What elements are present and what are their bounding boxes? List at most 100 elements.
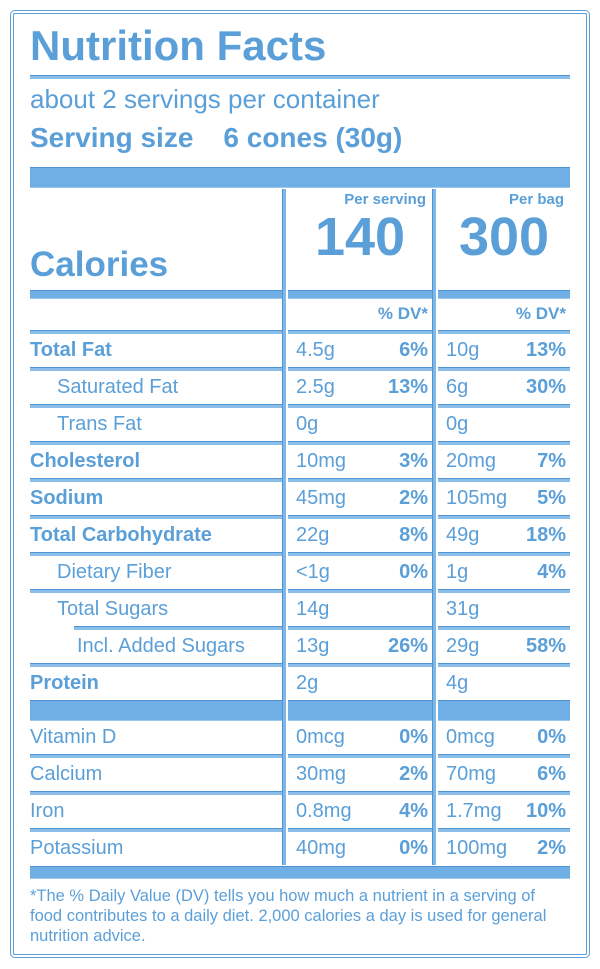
- per-bag-cell: 29g 58%: [438, 635, 570, 658]
- per-bag-cell: 70mg 6%: [438, 763, 570, 786]
- divider-segment: [288, 753, 432, 758]
- nutrient-name: Total Sugars: [57, 598, 169, 621]
- divider-segment: [30, 477, 282, 482]
- row-divider: [30, 440, 570, 445]
- per-serving-cell: 0g: [288, 413, 432, 436]
- bar-segment: [30, 699, 282, 721]
- divider-segment: [288, 551, 432, 556]
- divider-segment: [30, 440, 282, 445]
- divider-segment: [30, 403, 282, 408]
- divider-segment: [288, 366, 432, 371]
- amount: 30mg: [296, 762, 347, 785]
- daily-value: 26%: [387, 634, 428, 657]
- per-bag-cell: 20mg 7%: [438, 450, 570, 473]
- per-bag-cell: 4g: [438, 672, 570, 695]
- daily-value: 30%: [525, 375, 566, 398]
- divider-segment: [288, 827, 432, 832]
- label-title: Nutrition Facts: [30, 22, 327, 69]
- nutrient-name: Protein: [30, 672, 99, 695]
- per-bag-cell: 31g: [438, 598, 570, 621]
- mineral-row: Iron 0.8mg 4% 1.7mg 10%: [30, 795, 570, 828]
- per-serving-cell: 13g 26%: [288, 635, 432, 658]
- nutrient-row: Saturated Fat 2.5g 13% 6g 30%: [30, 371, 570, 404]
- nutrient-name: Vitamin D: [30, 726, 117, 749]
- divider-segment: [438, 753, 570, 758]
- per-bag-cell: 1g 4%: [438, 561, 570, 584]
- per-serving-cell: 2.5g 13%: [288, 376, 432, 399]
- nutrient-name: Total Carbohydrate: [30, 524, 212, 547]
- divider-segment: [288, 790, 432, 795]
- divider-segment: [438, 514, 570, 519]
- row-divider: [30, 514, 570, 519]
- calories-label-cell: Calories: [30, 189, 282, 290]
- row-divider: [30, 403, 570, 408]
- per-serving-cell: 4.5g 6%: [288, 339, 432, 362]
- divider-segment: [438, 790, 570, 795]
- divider-segment: [438, 625, 570, 630]
- per-bag-cell: 105mg 5%: [438, 487, 570, 510]
- divider-segment: [30, 514, 282, 519]
- daily-value: 7%: [537, 449, 566, 472]
- row-divider: [30, 625, 570, 630]
- divider-segment: [438, 440, 570, 445]
- daily-value: 10%: [525, 799, 566, 822]
- per-bag-calories-cell: Per bag 300: [438, 189, 570, 290]
- per-serving-header: Per serving: [344, 190, 426, 208]
- nutrition-facts-label: Nutrition Facts about 2 servings per con…: [10, 10, 590, 958]
- bar-segment: [30, 289, 282, 299]
- per-serving-cell: 14g: [288, 598, 432, 621]
- divider-segment: [288, 514, 432, 519]
- daily-value: 0%: [399, 725, 428, 748]
- amount: 45mg: [296, 486, 347, 509]
- row-divider: [30, 827, 570, 832]
- daily-value: 3%: [399, 449, 428, 472]
- top-thick-bar: [30, 166, 570, 188]
- amount: 4g: [446, 671, 469, 694]
- divider-segment: [288, 662, 432, 667]
- per-serving-cell: 22g 8%: [288, 524, 432, 547]
- daily-value: 0%: [399, 560, 428, 583]
- divider-segment: [288, 625, 432, 630]
- daily-value: 58%: [525, 634, 566, 657]
- daily-value: 4%: [399, 799, 428, 822]
- divider-segment: [74, 625, 282, 630]
- divider-segment: [438, 366, 570, 371]
- amount: 2.5g: [296, 375, 335, 398]
- amount: 1g: [446, 560, 469, 583]
- per-bag-cell: 10g 13%: [438, 339, 570, 362]
- daily-value: 6%: [537, 762, 566, 785]
- nutrition-table: Calories Per serving 140 Per bag 300: [30, 188, 570, 865]
- amount: 2g: [296, 671, 319, 694]
- per-bag-cell: 0g: [438, 413, 570, 436]
- daily-value: 13%: [387, 375, 428, 398]
- daily-value: 2%: [399, 486, 428, 509]
- amount: 100mg: [446, 836, 508, 859]
- divider-segment: [438, 551, 570, 556]
- per-serving-cell: 10mg 3%: [288, 450, 432, 473]
- nutrient-row: Sodium 45mg 2% 105mg 5%: [30, 482, 570, 515]
- divider-segment: [288, 588, 432, 593]
- per-serving-cell: 0.8mg 4%: [288, 800, 432, 823]
- divider-segment: [438, 477, 570, 482]
- row-divider: [30, 551, 570, 556]
- per-serving-cell: 45mg 2%: [288, 487, 432, 510]
- per-bag-cell: 0mcg 0%: [438, 726, 570, 749]
- per-bag-cell: 49g 18%: [438, 524, 570, 547]
- per-serving-cell: <1g 0%: [288, 561, 432, 584]
- amount: 10g: [446, 338, 480, 361]
- amount: 29g: [446, 634, 480, 657]
- nutrient-name: Total Fat: [30, 339, 112, 362]
- daily-value: 4%: [537, 560, 566, 583]
- serving-size-row: Serving size 6 cones (30g): [30, 121, 570, 155]
- divider-segment: [30, 753, 282, 758]
- divider-segment: [30, 329, 282, 334]
- divider-segment: [288, 477, 432, 482]
- per-bag-cell: 100mg 2%: [438, 837, 570, 860]
- daily-value: 8%: [399, 523, 428, 546]
- nutrient-row: Cholesterol 10mg 3% 20mg 7%: [30, 445, 570, 478]
- amount: 22g: [296, 523, 330, 546]
- nutrient-name: Saturated Fat: [57, 376, 179, 399]
- per-bag-cell: 6g 30%: [438, 376, 570, 399]
- mineral-row: Potassium 40mg 0% 100mg 2%: [30, 832, 570, 865]
- nutrient-row: Protein 2g 4g: [30, 667, 570, 700]
